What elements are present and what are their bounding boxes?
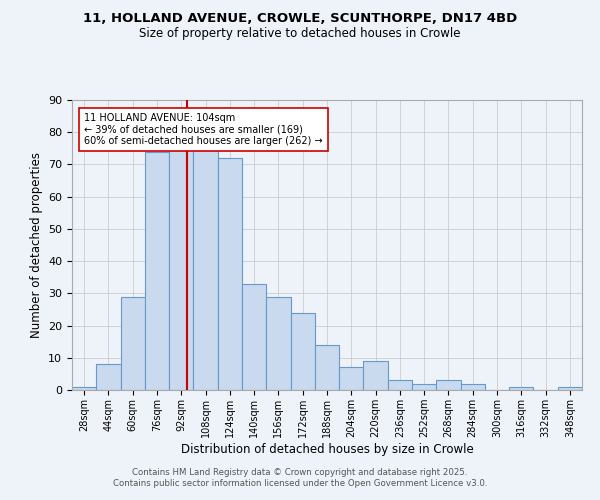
Bar xyxy=(193,148,218,390)
Bar xyxy=(388,380,412,390)
Bar xyxy=(72,387,96,390)
Y-axis label: Number of detached properties: Number of detached properties xyxy=(29,152,43,338)
Bar xyxy=(96,364,121,390)
Bar xyxy=(169,148,193,390)
Text: 11, HOLLAND AVENUE, CROWLE, SCUNTHORPE, DN17 4BD: 11, HOLLAND AVENUE, CROWLE, SCUNTHORPE, … xyxy=(83,12,517,26)
Bar xyxy=(145,152,169,390)
Bar xyxy=(412,384,436,390)
Bar xyxy=(290,312,315,390)
X-axis label: Distribution of detached houses by size in Crowle: Distribution of detached houses by size … xyxy=(181,442,473,456)
Text: Contains HM Land Registry data © Crown copyright and database right 2025.
Contai: Contains HM Land Registry data © Crown c… xyxy=(113,468,487,487)
Bar xyxy=(218,158,242,390)
Bar xyxy=(364,361,388,390)
Bar xyxy=(242,284,266,390)
Bar xyxy=(266,296,290,390)
Bar xyxy=(461,384,485,390)
Bar xyxy=(436,380,461,390)
Bar xyxy=(121,296,145,390)
Bar xyxy=(339,368,364,390)
Bar xyxy=(558,387,582,390)
Bar xyxy=(509,387,533,390)
Bar xyxy=(315,345,339,390)
Text: Size of property relative to detached houses in Crowle: Size of property relative to detached ho… xyxy=(139,28,461,40)
Text: 11 HOLLAND AVENUE: 104sqm
← 39% of detached houses are smaller (169)
60% of semi: 11 HOLLAND AVENUE: 104sqm ← 39% of detac… xyxy=(84,113,323,146)
